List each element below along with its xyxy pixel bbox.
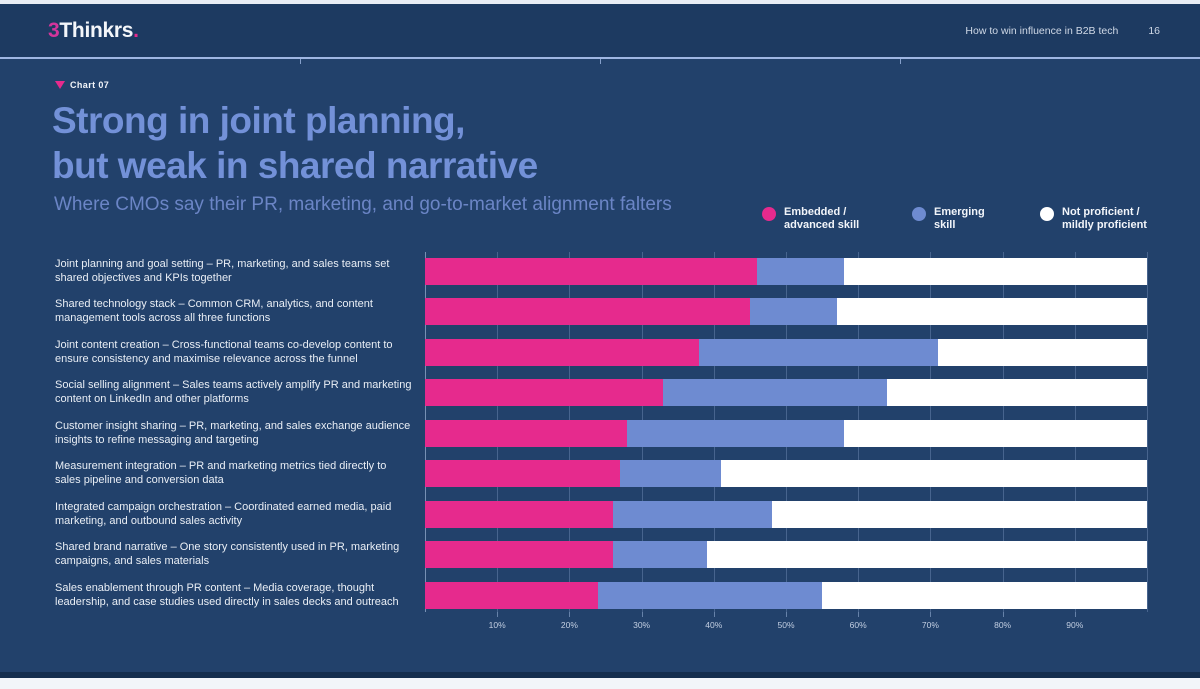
- divider-tick: [300, 59, 301, 64]
- axis-tick: [930, 612, 932, 617]
- category-label-8: Shared brand narrative – One story consi…: [55, 541, 400, 567]
- bar-segment[interactable]: [663, 379, 888, 406]
- legend-dot-embedded: [762, 207, 776, 221]
- divider-tick: [600, 59, 601, 64]
- axis-tick: [1074, 612, 1076, 617]
- bar-segment[interactable]: [425, 420, 628, 447]
- bar-row-4: [425, 379, 1147, 406]
- bar-segment[interactable]: [627, 420, 844, 447]
- chart-legend: Embedded / advanced skill Emerging skill N…: [0, 206, 1200, 236]
- bar-segment[interactable]: [843, 420, 1147, 447]
- header-divider: [0, 57, 1200, 59]
- bar-row-6: [425, 460, 1147, 487]
- category-label-3: Joint content creation – Cross-functiona…: [55, 339, 393, 365]
- bar-row-7: [425, 501, 1147, 528]
- bar-segment[interactable]: [612, 501, 772, 528]
- bar-row-5: [425, 420, 1147, 447]
- axis-label-20: 20%: [560, 620, 578, 630]
- top-edge-strip: [0, 0, 1200, 4]
- bar-segment[interactable]: [425, 379, 664, 406]
- logo-numeral: 3: [48, 18, 60, 42]
- bar-row-1: [425, 258, 1147, 285]
- category-label-2: Shared technology stack – Common CRM, an…: [55, 298, 373, 324]
- legend-item-emerging: Emerging skill: [912, 206, 985, 232]
- logo-wordmark: Thinkrs: [59, 18, 134, 42]
- category-label-1: Joint planning and goal setting – PR, ma…: [55, 258, 390, 284]
- category-label-9: Sales enablement through PR content – Me…: [55, 582, 399, 608]
- axis-tick: [1002, 612, 1004, 617]
- bar-segment[interactable]: [425, 460, 620, 487]
- x-axis: 10% 20% 30% 40% 50% 60% 70% 80% 90%: [425, 612, 1147, 638]
- bar-segment[interactable]: [425, 339, 700, 366]
- bar-segment[interactable]: [706, 541, 1147, 568]
- bar-segment[interactable]: [937, 339, 1147, 366]
- bar-segment[interactable]: [699, 339, 938, 366]
- chart-number-label: Chart 07: [70, 80, 110, 90]
- title-line-2: but weak in shared narrative: [52, 145, 538, 186]
- triangle-down-icon: [55, 81, 65, 89]
- axis-tick: [786, 612, 787, 617]
- axis-label-50: 50%: [777, 620, 795, 630]
- category-labels-column: Joint planning and goal setting – PR, ma…: [55, 252, 413, 612]
- page-header: 3Thinkrs. How to win influence in B2B te…: [0, 4, 1200, 57]
- axis-label-10: 10%: [488, 620, 506, 630]
- axis-label-70: 70%: [921, 620, 939, 630]
- axis-tick: [497, 612, 499, 617]
- axis-label-80: 80%: [994, 620, 1012, 630]
- axis-label-30: 30%: [633, 620, 651, 630]
- page-title: Strong in joint planning, but weak in sha…: [52, 98, 538, 188]
- legend-dot-emerging: [912, 207, 926, 221]
- category-label-7: Integrated campaign orchestration – Coor…: [55, 501, 392, 527]
- bar-segment[interactable]: [598, 582, 823, 609]
- divider-tick: [900, 59, 901, 64]
- bottom-edge-strip: [0, 678, 1200, 689]
- axis-tick: [569, 612, 571, 617]
- axis-label-90: 90%: [1066, 620, 1084, 630]
- axis-tick: [713, 612, 715, 617]
- bar-segment[interactable]: [425, 541, 613, 568]
- bar-row-2: [425, 298, 1147, 325]
- axis-tick: [641, 612, 643, 617]
- bar-segment[interactable]: [425, 582, 599, 609]
- chart-number-tag: Chart 07: [55, 80, 109, 90]
- legend-item-embedded: Embedded / advanced skill: [762, 206, 859, 232]
- bottom-dark-band: [0, 672, 1200, 678]
- axis-label-60: 60%: [849, 620, 867, 630]
- brand-logo[interactable]: 3Thinkrs.: [48, 19, 139, 43]
- title-line-1: Strong in joint planning,: [52, 100, 465, 141]
- bar-segment[interactable]: [619, 460, 722, 487]
- gridline-100: [1147, 252, 1148, 612]
- bar-segment[interactable]: [822, 582, 1147, 609]
- bar-chart-plot-area: [425, 252, 1148, 612]
- legend-label-not-proficient: Not proficient / mildly proficient: [1062, 206, 1147, 231]
- logo-period: .: [133, 18, 139, 42]
- legend-dot-not-proficient: [1040, 207, 1054, 221]
- legend-label-emerging: Emerging skill: [934, 206, 985, 231]
- bar-segment[interactable]: [425, 501, 613, 528]
- bar-segment[interactable]: [425, 298, 750, 325]
- category-label-4: Social selling alignment – Sales teams a…: [55, 379, 412, 405]
- bar-row-8: [425, 541, 1147, 568]
- bar-segment[interactable]: [887, 379, 1147, 406]
- category-label-6: Measurement integration – PR and marketi…: [55, 460, 387, 486]
- bar-segment[interactable]: [843, 258, 1147, 285]
- bar-row-9: [425, 582, 1147, 609]
- page-number: 16: [1148, 24, 1160, 37]
- category-label-5: Customer insight sharing – PR, marketing…: [55, 420, 411, 446]
- axis-tick: [858, 612, 860, 617]
- bar-row-3: [425, 339, 1147, 366]
- document-title: How to win influence in B2B tech: [965, 24, 1119, 37]
- legend-item-not-proficient: Not proficient / mildly proficient: [1040, 206, 1147, 232]
- bar-segment[interactable]: [721, 460, 1147, 487]
- bar-segment[interactable]: [612, 541, 707, 568]
- bar-segment[interactable]: [771, 501, 1147, 528]
- page-subtitle: Where CMOs say their PR, marketing, and …: [54, 194, 672, 215]
- bar-segment[interactable]: [836, 298, 1147, 325]
- bar-segment[interactable]: [757, 258, 844, 285]
- axis-label-40: 40%: [705, 620, 723, 630]
- header-meta: How to win influence in B2B tech 16: [965, 25, 1160, 37]
- bar-segment[interactable]: [425, 258, 758, 285]
- legend-label-embedded: Embedded / advanced skill: [784, 206, 860, 231]
- bar-segment[interactable]: [749, 298, 837, 325]
